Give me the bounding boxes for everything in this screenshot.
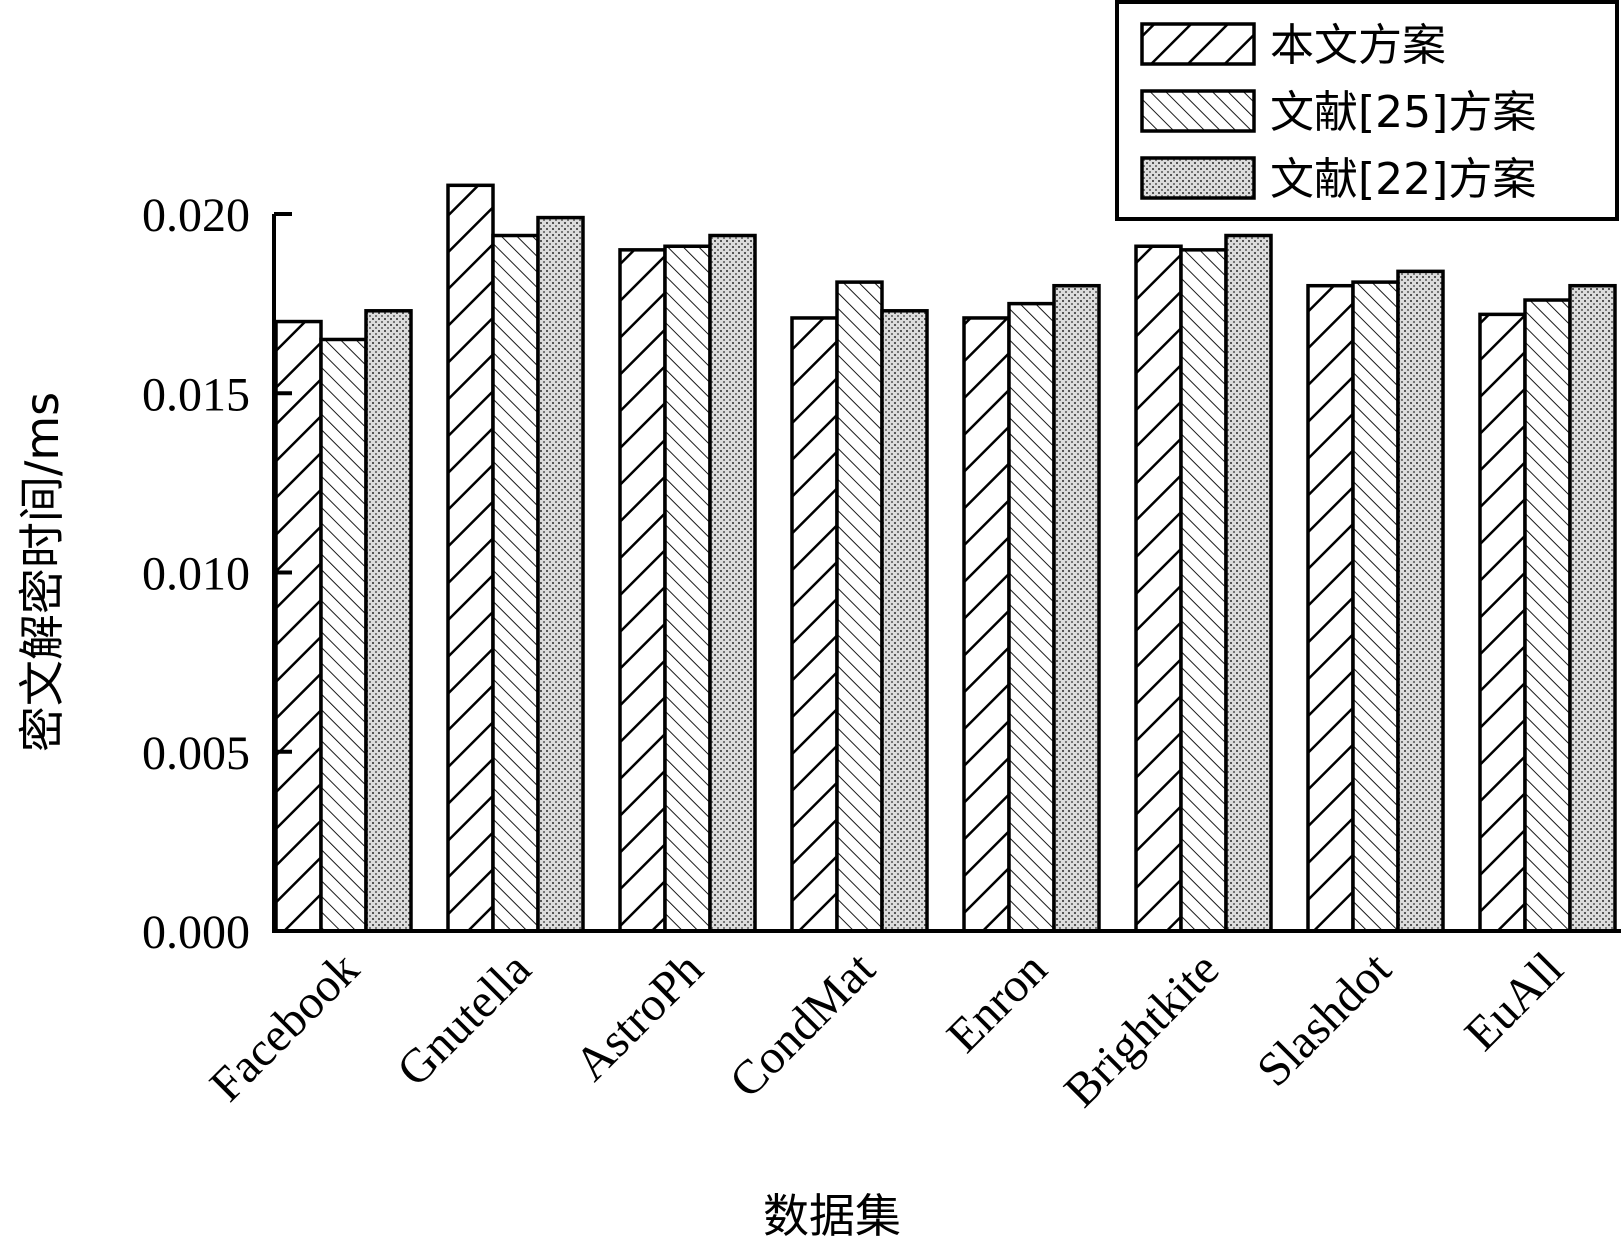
bar-euall-series-2 xyxy=(1523,298,1572,933)
bar-condmat-series-1 xyxy=(790,316,839,933)
bar-condmat-series-3 xyxy=(880,309,929,933)
y-tick-label: 0.015 xyxy=(142,368,250,421)
bar-euall-series-1 xyxy=(1478,312,1527,933)
x-tick-labels: Facebook Gnutella AstroPh CondMat EnronBrigh… xyxy=(200,942,1573,1118)
y-axis-title: 密文解密时间/ms xyxy=(15,392,69,752)
x-tick-label-facebook: Facebook xyxy=(200,942,369,1111)
legend-label-series-1: 本文方案 xyxy=(1270,20,1446,71)
bar-euall-series-3 xyxy=(1568,283,1617,933)
bar-slashdot-series-2 xyxy=(1351,280,1400,933)
legend-label-series-2: 文献[25]方案 xyxy=(1270,87,1536,138)
x-tick-label-enron: Enron xyxy=(937,942,1057,1062)
bar-enron-series-1 xyxy=(962,316,1011,933)
y-tick-label: 0.000 xyxy=(142,906,250,959)
legend-swatch-series-3 xyxy=(1140,156,1256,200)
bar-gnutella-series-2 xyxy=(491,233,540,933)
bar-brightkite-series-2 xyxy=(1179,248,1228,933)
y-ticks: 0.000 0.005 0.010 0.015 0.020 xyxy=(142,189,292,959)
bar-condmat-series-2 xyxy=(835,280,884,933)
bar-brightkite-series-3 xyxy=(1224,233,1273,933)
legend-label-series-3: 文献[22]方案 xyxy=(1270,154,1536,205)
bar-enron-series-3 xyxy=(1052,283,1101,933)
x-tick-label-condmat: CondMat xyxy=(720,942,886,1108)
bar-brightkite-series-1 xyxy=(1134,244,1183,933)
bar-facebook-series-3 xyxy=(364,309,413,933)
x-tick-label-brightkite: Brightkite xyxy=(1054,942,1229,1117)
y-tick-label: 0.020 xyxy=(142,189,250,242)
legend-swatch-series-1 xyxy=(1140,22,1256,66)
bar-astroph-series-3 xyxy=(708,233,757,933)
bar-slashdot-series-1 xyxy=(1306,283,1355,933)
legend-swatch-series-2 xyxy=(1140,89,1256,133)
x-tick-label-slashdot: Slashdot xyxy=(1247,942,1402,1097)
x-tick-label-euall: EuAll xyxy=(1455,942,1574,1061)
bar-enron-series-2 xyxy=(1007,301,1056,933)
x-tick-label-astroph: AstroPh xyxy=(565,942,714,1091)
bars-layer xyxy=(274,183,1617,933)
bar-astroph-series-2 xyxy=(663,244,712,933)
x-axis-title: 数据集 xyxy=(763,1189,901,1243)
bar-gnutella-series-1 xyxy=(446,183,495,933)
bar-slashdot-series-3 xyxy=(1396,269,1445,933)
bar-facebook-series-2 xyxy=(319,337,368,933)
y-tick-label: 0.005 xyxy=(142,727,250,780)
x-tick-label-gnutella: Gnutella xyxy=(387,942,541,1096)
y-tick-label: 0.010 xyxy=(142,548,250,601)
bar-facebook-series-1 xyxy=(274,319,323,933)
bar-astroph-series-1 xyxy=(618,248,667,933)
bar-gnutella-series-3 xyxy=(536,215,585,933)
